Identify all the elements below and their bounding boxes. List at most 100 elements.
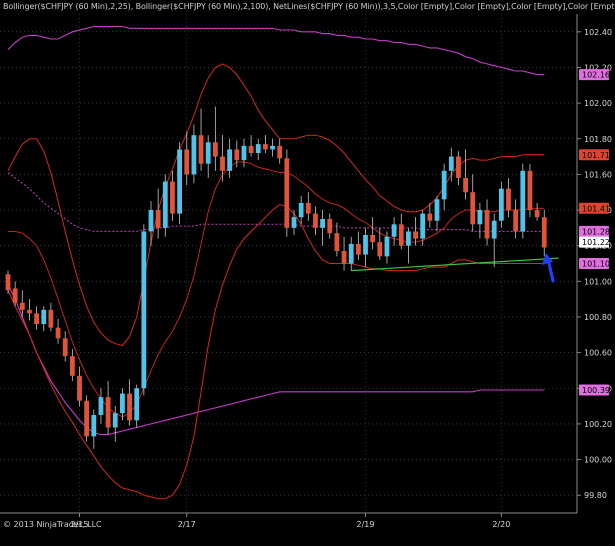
y-tick-label-9: 100.60 — [584, 349, 612, 358]
candle-body-16 — [120, 393, 125, 414]
candle-body-13 — [98, 397, 104, 415]
price-label-6: 100.39 — [582, 386, 610, 395]
candle-body-60 — [434, 199, 440, 221]
candle-body-49 — [355, 243, 361, 255]
y-tick-label-8: 100.80 — [584, 313, 612, 322]
candle-body-12 — [91, 414, 97, 437]
candle-body-41 — [298, 202, 304, 218]
candle-body-26 — [191, 135, 197, 175]
candle-body-69 — [498, 188, 504, 221]
copyright-text: © 2013 NinjaTrader, LLC — [3, 520, 102, 529]
x-tick-label-2: 2/19 — [357, 520, 375, 529]
bollinger-25-lower-line — [7, 204, 545, 500]
y-tick-label-4: 101.60 — [584, 170, 612, 179]
x-tick-label-0: 2/15 — [71, 520, 89, 529]
candle-body-71 — [513, 210, 519, 232]
price-label-5: 101.10 — [582, 260, 610, 269]
candle-body-46 — [334, 233, 340, 252]
price-label-box-4 — [579, 236, 609, 248]
x-tick-label-1: 2/17 — [178, 520, 196, 529]
candle-body-7 — [55, 327, 61, 339]
trend-line — [351, 257, 559, 272]
price-label-3: 101.28 — [582, 227, 610, 236]
candle-body-50 — [363, 234, 368, 255]
y-tick-label-12: 100.00 — [584, 456, 612, 465]
price-label-box-6 — [579, 384, 609, 396]
candle-body-0 — [5, 274, 11, 291]
bollinger-100-middle-line — [7, 172, 545, 232]
candle-body-28 — [205, 142, 211, 164]
price-label-2: 101.41 — [582, 204, 610, 213]
candle-body-56 — [406, 231, 411, 246]
bollinger-100-upper-line — [7, 25, 545, 76]
candle-body-33 — [241, 145, 247, 161]
price-label-box-5 — [579, 258, 609, 269]
candles-group — [5, 106, 547, 449]
candle-body-20 — [148, 210, 154, 232]
candle-body-18 — [134, 388, 140, 421]
candle-body-40 — [291, 217, 297, 228]
candle-body-5 — [41, 309, 47, 325]
price-label-0: 102.16 — [582, 71, 610, 80]
candle-body-32 — [234, 149, 240, 161]
candle-body-1 — [12, 288, 18, 303]
candle-body-65 — [470, 192, 476, 225]
y-tick-label-1: 102.20 — [584, 63, 612, 72]
candle-body-23 — [170, 181, 175, 214]
bollinger-25-middle-line — [8, 161, 545, 418]
candle-body-19 — [141, 231, 147, 389]
candle-body-9 — [69, 356, 75, 376]
y-tick-label-0: 102.40 — [584, 28, 612, 37]
y-tick-label-7: 101.00 — [584, 277, 612, 286]
price-label-1: 101.71 — [582, 151, 610, 160]
candle-body-24 — [177, 149, 182, 214]
price-label-4: 101.22 — [582, 238, 610, 247]
candle-body-21 — [155, 210, 161, 228]
candle-body-73 — [527, 170, 533, 211]
price-label-box-0 — [579, 69, 609, 81]
x-tick-label-3: 2/20 — [492, 520, 510, 529]
bollinger-25-upper-line — [7, 63, 545, 347]
candle-body-63 — [456, 156, 461, 178]
y-tick-label-3: 101.80 — [584, 135, 612, 144]
candle-body-17 — [127, 393, 132, 421]
candle-body-35 — [255, 144, 261, 154]
candle-body-43 — [313, 213, 318, 228]
candle-body-57 — [413, 231, 418, 239]
candle-body-61 — [441, 170, 447, 200]
candle-body-11 — [84, 400, 90, 437]
y-tick-label-2: 102.00 — [584, 99, 612, 108]
candle-body-36 — [263, 144, 268, 150]
candle-body-45 — [327, 218, 333, 234]
candle-body-22 — [162, 181, 168, 228]
candle-body-74 — [534, 210, 540, 218]
candle-body-2 — [19, 302, 25, 310]
candle-body-42 — [305, 202, 311, 214]
candle-body-8 — [62, 338, 68, 357]
candle-body-59 — [427, 213, 433, 221]
candle-body-58 — [420, 213, 426, 239]
price-label-box-3 — [579, 225, 609, 237]
candle-body-72 — [520, 170, 526, 232]
candle-body-10 — [77, 375, 82, 401]
candle-body-29 — [212, 142, 218, 157]
candle-body-15 — [112, 413, 118, 428]
price-label-box-2 — [579, 202, 609, 214]
candle-body-14 — [105, 397, 111, 428]
candle-body-67 — [484, 210, 490, 239]
candle-body-68 — [491, 220, 497, 239]
candle-body-25 — [184, 149, 190, 175]
candle-body-37 — [270, 145, 275, 150]
candle-body-47 — [341, 251, 347, 264]
candle-body-3 — [27, 309, 32, 314]
bollinger-100-lower-line — [7, 284, 545, 436]
candle-body-6 — [48, 309, 54, 328]
y-tick-label-11: 100.20 — [584, 420, 612, 429]
candle-body-53 — [384, 236, 390, 257]
candle-body-30 — [220, 156, 225, 171]
candle-body-4 — [34, 313, 39, 325]
candle-body-54 — [391, 224, 397, 237]
candle-body-64 — [463, 177, 468, 193]
